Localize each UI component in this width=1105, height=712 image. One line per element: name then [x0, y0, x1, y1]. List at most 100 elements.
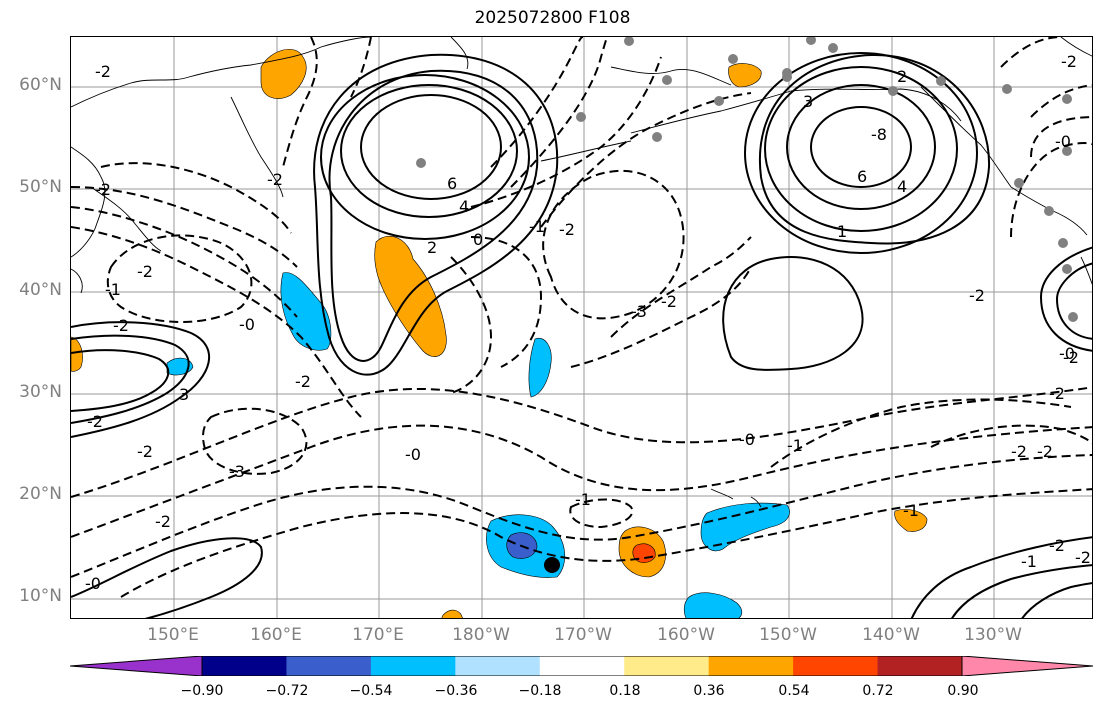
- contour-neg-17: [450, 256, 493, 394]
- colorbar-segment: [202, 656, 287, 676]
- contour-neg-12: [510, 37, 608, 188]
- anomaly-fills: [71, 48, 928, 618]
- contour-pos-nc-5: [313, 53, 559, 376]
- contour-label: 4: [897, 177, 907, 196]
- contour-label: -2: [113, 316, 129, 335]
- contour-label: -2: [1075, 548, 1091, 567]
- contour-label: -0: [85, 574, 101, 593]
- colorbar-segment: [286, 656, 372, 676]
- contour-label: -1: [105, 280, 121, 299]
- contour-label: -2: [1063, 348, 1079, 367]
- contour-label: -2: [267, 170, 283, 189]
- colorbar: [70, 656, 1094, 676]
- contour-neg-24: [1010, 142, 1092, 238]
- contour-label: -2: [155, 512, 171, 531]
- colorbar-segments: [201, 656, 963, 676]
- contour-pos-w-2: [71, 334, 190, 424]
- gridlines: [71, 37, 1092, 618]
- contour-neg-3: [71, 454, 1092, 578]
- contour-label: 0: [473, 230, 483, 249]
- contour-neg-7: [71, 186, 298, 268]
- contour-label: -0: [1055, 132, 1071, 151]
- colorbar-arrow-left: [70, 656, 203, 676]
- colorbar-tick: −0.36: [434, 683, 478, 699]
- colorbar-tick: −0.54: [349, 683, 393, 699]
- contour-label: -1: [529, 217, 545, 236]
- colorbar-tick: −0.18: [518, 683, 562, 699]
- contour-neg-5: [71, 226, 362, 418]
- colorbar-tick: −0.90: [180, 683, 224, 699]
- colorbar-tick: 0.72: [862, 683, 894, 699]
- lon-label: 160°E: [250, 625, 302, 645]
- contour-label: -2: [1049, 384, 1065, 403]
- contour-label: -3: [229, 462, 245, 481]
- colorbar-tick: 0.36: [693, 683, 725, 699]
- marker-dot: [544, 557, 560, 573]
- lon-label: 170°E: [352, 625, 404, 645]
- lon-label: 150°E: [147, 625, 199, 645]
- contour-label: -0: [1059, 344, 1075, 363]
- contour-pos-w-3: [71, 349, 170, 412]
- lon-label: 130°W: [964, 625, 1022, 645]
- fill-orange-central: [374, 236, 447, 357]
- contour-neg-4: [120, 488, 1092, 598]
- colorbar-segment: [877, 656, 963, 676]
- lon-label: 150°W: [759, 625, 817, 645]
- contour-neg-9: [106, 234, 253, 323]
- contour-label: -1: [787, 436, 803, 455]
- contour-label: -2: [1061, 52, 1077, 71]
- contour-neg-28: [350, 37, 372, 98]
- colorbar-segment: [539, 656, 625, 676]
- contour-label: -2: [95, 180, 111, 199]
- contour-pos-e-2: [1039, 246, 1092, 352]
- colorbar-segment: [624, 656, 710, 676]
- contour-label: -2: [559, 220, 575, 239]
- fill-orange-kamchatka: [260, 48, 307, 99]
- fill-blue-hawaii: [700, 502, 790, 552]
- lat-label: 50°N: [19, 177, 62, 197]
- contour-pos-se-2: [951, 564, 1092, 618]
- contour-label: -2: [1011, 442, 1027, 461]
- lat-label: 40°N: [19, 280, 62, 300]
- contour-pos-se-3: [1021, 582, 1092, 618]
- colorbar-tick: 0.54: [778, 683, 810, 699]
- contour-label: 2: [427, 238, 437, 257]
- contour-label: -2: [137, 442, 153, 461]
- fill-blue-central: [280, 272, 332, 351]
- contour-neg-20: [770, 398, 1072, 468]
- contour-neg-6: [71, 206, 298, 318]
- colorbar-segment: [793, 656, 879, 676]
- contour-pos-ne-1: [810, 106, 912, 188]
- lon-label: 160°W: [657, 625, 715, 645]
- lon-label: 140°W: [862, 625, 920, 645]
- contour-pos-nc-4: [328, 69, 539, 362]
- coastlines: [71, 37, 1092, 508]
- lat-label: 30°N: [19, 382, 62, 402]
- contour-neg-27: [282, 37, 318, 168]
- contour-neg-15: [542, 169, 685, 320]
- contour-label: -0: [739, 430, 755, 449]
- contour-label: -2: [1037, 442, 1053, 461]
- lon-label: 170°W: [554, 625, 612, 645]
- contour-neg-10: [202, 407, 308, 475]
- contour-neg-19: [570, 266, 752, 368]
- fill-blue-bottom: [683, 592, 743, 618]
- contour-pos-ne-4: [744, 52, 978, 254]
- lat-label: 60°N: [19, 75, 62, 95]
- contour-pos-nc-2: [340, 84, 518, 218]
- chart-title: 2025072800 F108: [474, 8, 631, 28]
- colorbar-segment: [455, 656, 541, 676]
- contour-pos-e-1: [722, 256, 864, 371]
- contour-neg-1: [71, 386, 1092, 498]
- contour-label: 2: [897, 67, 907, 86]
- lat-label: 20°N: [19, 484, 62, 504]
- contour-label: 3: [803, 92, 813, 111]
- contour-label: -3: [631, 302, 647, 321]
- fill-blue-mid: [528, 337, 552, 398]
- contour-label: -8: [871, 125, 887, 144]
- contour-label: 3: [179, 385, 189, 404]
- colorbar-segment: [370, 656, 456, 676]
- lon-label: 180°W: [452, 625, 510, 645]
- contour-label: -0: [405, 445, 421, 464]
- contour-label: 6: [857, 167, 867, 186]
